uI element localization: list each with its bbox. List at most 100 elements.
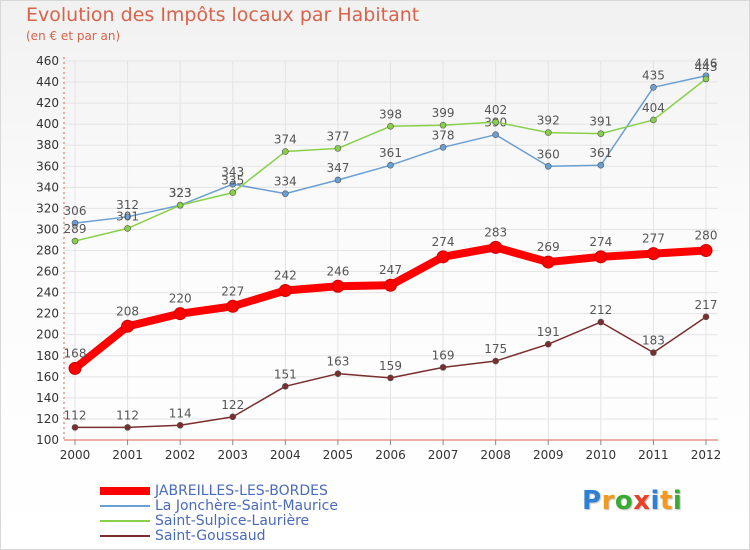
legend-label: Saint-Sulpice-Laurière [155, 513, 310, 529]
data-label: 112 [64, 408, 87, 422]
y-tick-label: 220 [36, 307, 59, 321]
data-point [71, 219, 79, 227]
data-point [282, 383, 289, 390]
legend-swatch [100, 520, 150, 522]
y-tick-label: 340 [36, 180, 59, 194]
data-label: 191 [537, 325, 560, 339]
data-label: 122 [221, 398, 244, 412]
data-point [71, 237, 79, 245]
data-point [229, 413, 237, 421]
data-label: 151 [274, 367, 297, 381]
data-label: 220 [169, 292, 192, 306]
data-label: 114 [169, 406, 192, 420]
data-point [176, 201, 184, 209]
data-point [387, 122, 394, 130]
data-label: 247 [379, 263, 402, 277]
x-tick-label: 2000 [60, 448, 91, 462]
x-tick-label: 2012 [691, 448, 722, 462]
data-label: 377 [326, 129, 349, 143]
data-point [124, 424, 131, 431]
y-tick-label: 460 [36, 54, 59, 68]
y-tick-label: 320 [36, 201, 59, 215]
y-tick-label: 120 [36, 412, 59, 426]
logo-letter: o [614, 486, 634, 516]
data-point [334, 145, 342, 152]
x-tick-label: 2007 [428, 448, 459, 462]
data-label: 312 [116, 198, 139, 212]
data-label: 446 [695, 57, 718, 71]
data-label: 361 [379, 146, 402, 160]
data-label: 323 [169, 186, 192, 200]
data-point [439, 121, 447, 129]
y-tick-label: 100 [36, 433, 59, 447]
data-label: 277 [642, 232, 665, 246]
data-label: 404 [642, 101, 665, 115]
data-label: 217 [695, 298, 718, 312]
logo-letter: t [659, 486, 673, 516]
data-point [597, 161, 605, 169]
y-tick-label: 240 [36, 286, 59, 300]
data-label: 378 [432, 128, 455, 142]
data-label: 334 [274, 175, 297, 189]
data-label: 175 [484, 342, 507, 356]
data-label: 399 [432, 106, 455, 120]
data-label: 183 [642, 334, 665, 348]
y-tick-label: 300 [36, 222, 59, 236]
y-tick-labels: 100 120 140 160 180 200 220 240 260 280 300 320 340 3… [36, 54, 59, 447]
data-point [229, 189, 237, 196]
data-point [226, 299, 240, 313]
data-label: 443 [695, 60, 718, 74]
legend-swatch [100, 535, 150, 537]
data-label: 306 [64, 204, 87, 218]
data-label: 212 [589, 303, 612, 317]
data-label: 374 [274, 133, 297, 147]
data-point [229, 180, 237, 188]
data-label: 169 [432, 348, 455, 362]
data-label: 227 [221, 284, 244, 298]
y-tick-label: 160 [36, 370, 59, 384]
data-label: 242 [274, 269, 297, 283]
data-point [702, 75, 710, 83]
data-point [68, 361, 82, 375]
data-point [544, 129, 552, 136]
y-tick-label: 140 [36, 391, 59, 405]
logo-letter: r [601, 486, 615, 516]
data-point [439, 144, 447, 151]
legend-label: JABREILLES-LES-BORDES [155, 483, 328, 499]
data-point [384, 278, 397, 292]
chart-title: Evolution des Impôts locaux par Habitant [26, 4, 420, 26]
data-point [124, 225, 131, 232]
logo-letter: P [582, 486, 602, 516]
data-label: 208 [116, 304, 139, 318]
data-label: 246 [326, 264, 349, 278]
data-point [71, 424, 79, 431]
legend-swatch [100, 505, 150, 507]
data-point [650, 116, 657, 124]
y-tick-label: 400 [36, 117, 59, 131]
logo-letter: i [672, 486, 683, 516]
x-tick-label: 2004 [270, 448, 301, 462]
series-0: 168 208 220 227 242 246 247 274 283 269 274 277 280 [64, 225, 718, 375]
data-point [702, 313, 710, 321]
data-label: 112 [116, 408, 139, 422]
x-tick-labels: 2000 2001 2002 2003 2004 2005 2006 2007 2008 2009… [60, 440, 722, 462]
data-label: 347 [326, 161, 349, 175]
data-point [492, 131, 499, 138]
x-tick-label: 2006 [375, 448, 406, 462]
data-point [121, 319, 135, 333]
legend-label: Saint-Goussaud [155, 528, 266, 544]
data-point [544, 340, 552, 348]
series-2: 289 301 323 335 374 377 398 399 402 392 391 404 443 [64, 60, 718, 245]
series-3: 112 112 114 122 151 163 159 169 175 191 212 183 217 [64, 298, 718, 431]
data-point [387, 374, 394, 382]
data-point [176, 421, 184, 429]
data-label: 283 [484, 225, 507, 239]
data-label: 335 [221, 174, 244, 188]
logo-letter: i [650, 486, 660, 516]
legend-swatch [100, 487, 150, 495]
data-label: 280 [695, 229, 718, 243]
data-point [439, 364, 447, 371]
data-point [436, 250, 450, 264]
